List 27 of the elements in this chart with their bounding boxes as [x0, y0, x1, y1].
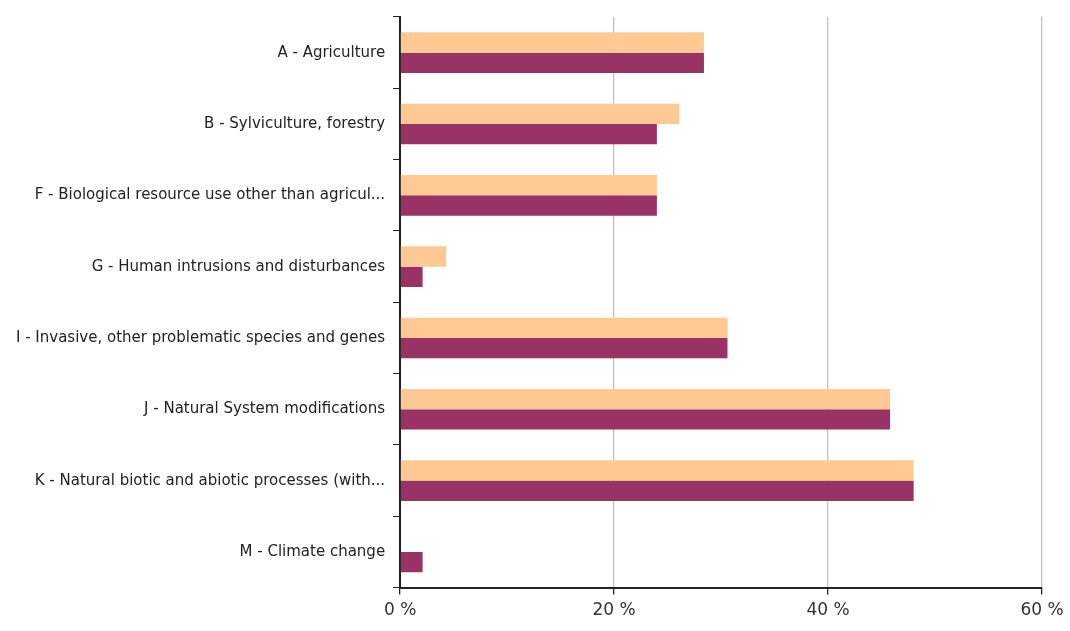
bar [400, 246, 447, 267]
y-tick-label: G - Human intrusions and disturbances [91, 256, 386, 275]
bar [400, 174, 657, 196]
x-tick-label: 60 % [1020, 599, 1064, 620]
bar [400, 123, 657, 145]
bar [400, 52, 704, 73]
bar [400, 337, 728, 359]
x-tick-label: 0 % [383, 599, 417, 620]
y-tick-label: K - Natural biotic and abiotic processes (with... [34, 470, 386, 489]
bar [400, 195, 657, 216]
y-tick-label: F - Biological resource use other than agricul... [34, 185, 386, 204]
x-tick-label: 40 % [806, 599, 850, 620]
bar [400, 460, 914, 481]
x-tick-label: 20 % [592, 599, 636, 620]
bar [400, 388, 891, 410]
bar [400, 551, 423, 573]
bar [400, 317, 728, 338]
y-tick-label: I - Invasive, other problematic species and genes [15, 327, 386, 346]
y-tick-label: A - Agriculture [277, 42, 386, 61]
bar [400, 480, 914, 501]
y-tick-label: M - Climate change [239, 541, 386, 560]
bar [400, 32, 704, 53]
y-tick-label: J - Natural System modifications [143, 399, 386, 418]
y-tick-label: B - Sylviculture, forestry [204, 113, 386, 132]
bar [400, 409, 891, 430]
bar [400, 266, 423, 287]
bar [400, 103, 680, 124]
